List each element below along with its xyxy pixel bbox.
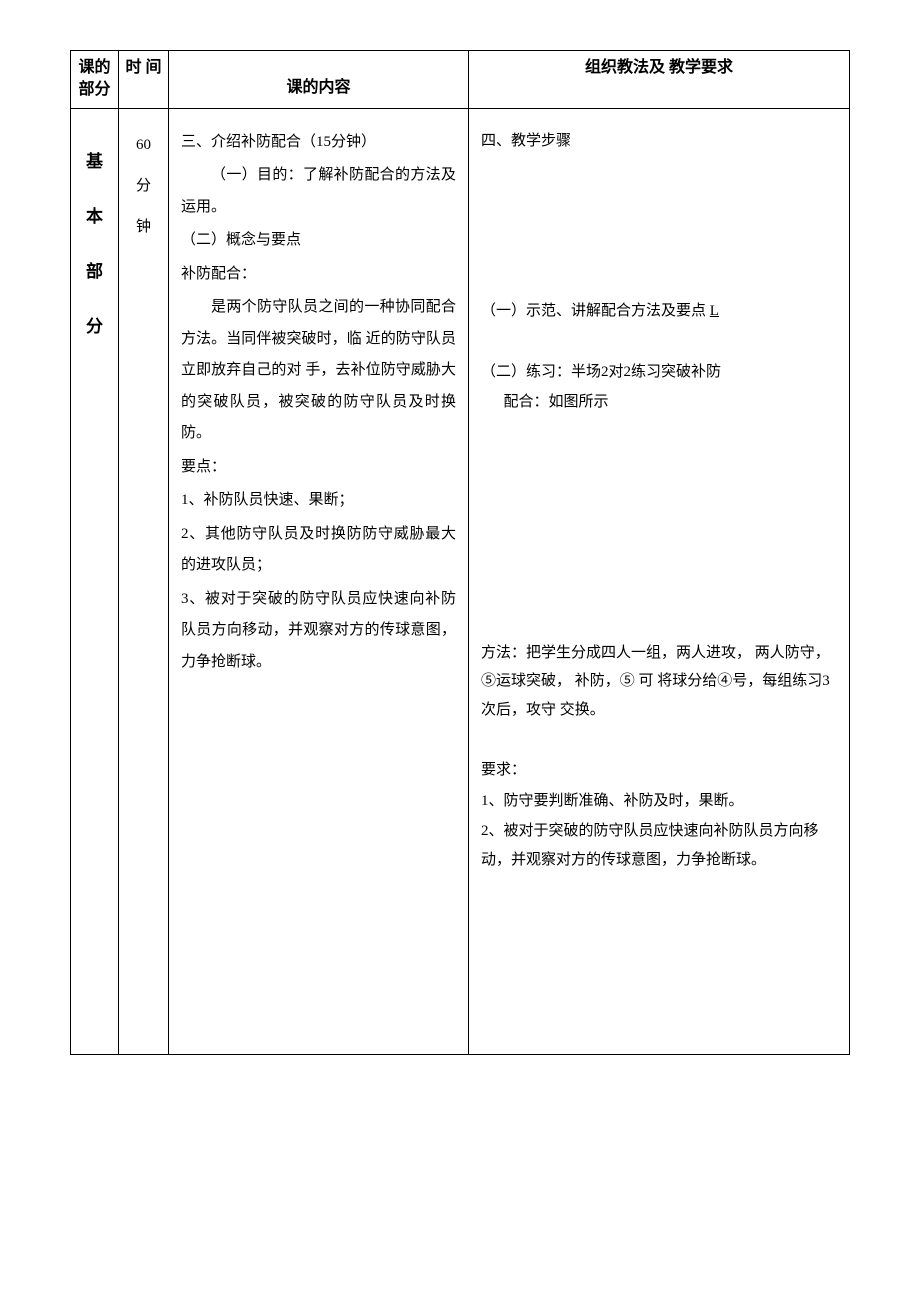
method-practice-text: 方法：把学生分成四人一组，两人进攻， 两人防守，⑤运球突破， 补防，⑤ 可 将球…: [481, 639, 837, 725]
spacer: [481, 157, 837, 297]
section-label-cell: 基 本 部 分: [71, 108, 119, 1055]
header-content: 课的内容: [169, 51, 469, 109]
content-points-label: 要点：: [181, 452, 456, 484]
spacer-diagram-area: [481, 419, 837, 639]
section-char-1: 基: [75, 147, 114, 172]
spacer: [481, 726, 837, 756]
time-label-cell: 60 分 钟: [119, 108, 169, 1055]
section-char-4: 分: [75, 312, 114, 337]
content-point-2: 2、其他防守队员及时换防防守威胁最大的进攻队员；: [181, 519, 456, 582]
spacer-bottom: [481, 876, 837, 1036]
time-char-2: 分: [121, 174, 166, 195]
method-req-label: 要求：: [481, 756, 837, 785]
content-concept-label: （二）概念与要点: [181, 225, 456, 257]
header-time: 时 间: [119, 51, 169, 109]
method-step2b: 配合：如图所示: [481, 388, 837, 417]
method-step-title: 四、教学步骤: [481, 127, 837, 156]
lesson-method-cell: 四、教学步骤 （一）示范、讲解配合方法及要点 L （二）练习：半场2对2练习突破…: [469, 108, 850, 1055]
lesson-plan-table: 课的 部分 时 间 课的内容 组织教法及 教学要求 基 本 部 分 60 分 钟…: [70, 50, 850, 1055]
time-char-1: 60: [121, 137, 166, 154]
header-method: 组织教法及 教学要求: [469, 51, 850, 109]
method-req-2: 2、被对于突破的防守队员应快速向补防队员方向移动，并观察对方的传球意图，力争抢断…: [481, 817, 837, 874]
section-char-2: 本: [75, 202, 114, 227]
content-purpose: （一）目的：了解补防配合的方法及运用。: [181, 160, 456, 223]
method-req-1: 1、防守要判断准确、补防及时，果断。: [481, 787, 837, 816]
body-row: 基 本 部 分 60 分 钟 三、介绍补防配合（15分钟） （一）目的：了解补防…: [71, 108, 850, 1055]
content-point-1: 1、补防队员快速、果断；: [181, 485, 456, 517]
header-section: 课的 部分: [71, 51, 119, 109]
content-definition: 是两个防守队员之间的一种协同配合方法。当同伴被突破时，临 近的防守队员立即放弃自…: [181, 292, 456, 450]
method-step1: （一）示范、讲解配合方法及要点 L: [481, 297, 837, 326]
spacer: [481, 328, 837, 358]
content-point-3: 3、被对于突破的防守队员应快速向补防队员方向移动，并观察对方的传球意图，力争抢断…: [181, 584, 456, 679]
content-title: 三、介绍补防配合（15分钟）: [181, 127, 456, 159]
content-term: 补防配合：: [181, 259, 456, 291]
lesson-content-cell: 三、介绍补防配合（15分钟） （一）目的：了解补防配合的方法及运用。 （二）概念…: [169, 108, 469, 1055]
time-char-3: 钟: [121, 215, 166, 236]
method-step2a: （二）练习：半场2对2练习突破补防: [481, 358, 837, 387]
header-row: 课的 部分 时 间 课的内容 组织教法及 教学要求: [71, 51, 850, 109]
section-char-3: 部: [75, 257, 114, 282]
